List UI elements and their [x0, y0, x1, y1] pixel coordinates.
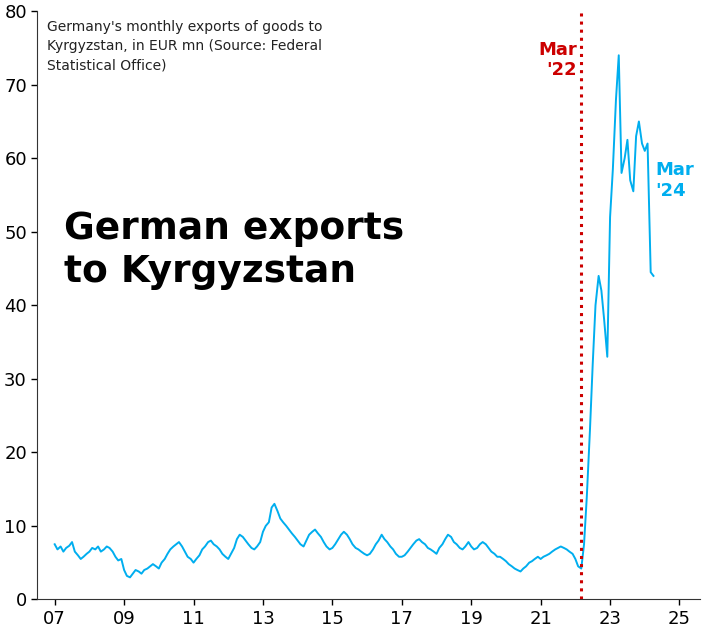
Text: Mar
'24: Mar '24	[655, 161, 694, 200]
Text: Mar
'22: Mar '22	[539, 40, 577, 80]
Text: German exports
to Kyrgyzstan: German exports to Kyrgyzstan	[64, 211, 404, 290]
Text: Germany's monthly exports of goods to
Kyrgyzstan, in EUR mn (Source: Federal
Sta: Germany's monthly exports of goods to Ky…	[47, 20, 323, 73]
